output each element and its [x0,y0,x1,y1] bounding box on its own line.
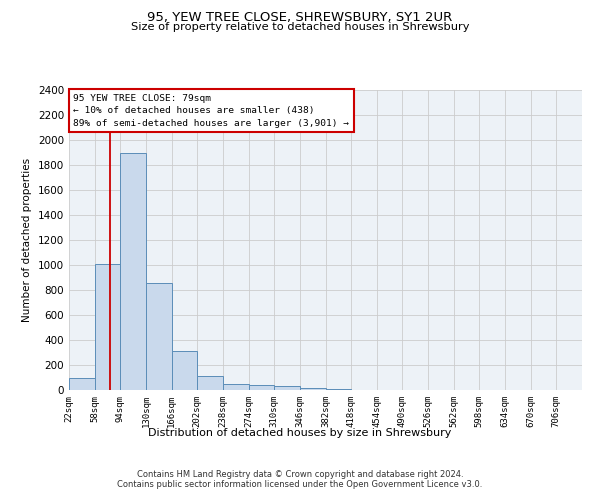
Text: Size of property relative to detached houses in Shrewsbury: Size of property relative to detached ho… [131,22,469,32]
Bar [223,384,248,390]
Bar [146,282,172,390]
Bar [69,378,95,390]
Y-axis label: Number of detached properties: Number of detached properties [22,158,32,322]
Text: Contains public sector information licensed under the Open Government Licence v3: Contains public sector information licen… [118,480,482,489]
Bar [325,389,351,390]
Bar [197,376,223,390]
Bar [121,152,146,390]
Text: 95, YEW TREE CLOSE, SHREWSBURY, SY1 2UR: 95, YEW TREE CLOSE, SHREWSBURY, SY1 2UR [148,11,452,24]
Bar [300,388,325,390]
Bar [95,264,121,390]
Text: Distribution of detached houses by size in Shrewsbury: Distribution of detached houses by size … [148,428,452,438]
Text: 95 YEW TREE CLOSE: 79sqm
← 10% of detached houses are smaller (438)
89% of semi-: 95 YEW TREE CLOSE: 79sqm ← 10% of detach… [73,94,349,128]
Bar [274,386,300,390]
Text: Contains HM Land Registry data © Crown copyright and database right 2024.: Contains HM Land Registry data © Crown c… [137,470,463,479]
Bar [248,385,274,390]
Bar [172,351,197,390]
